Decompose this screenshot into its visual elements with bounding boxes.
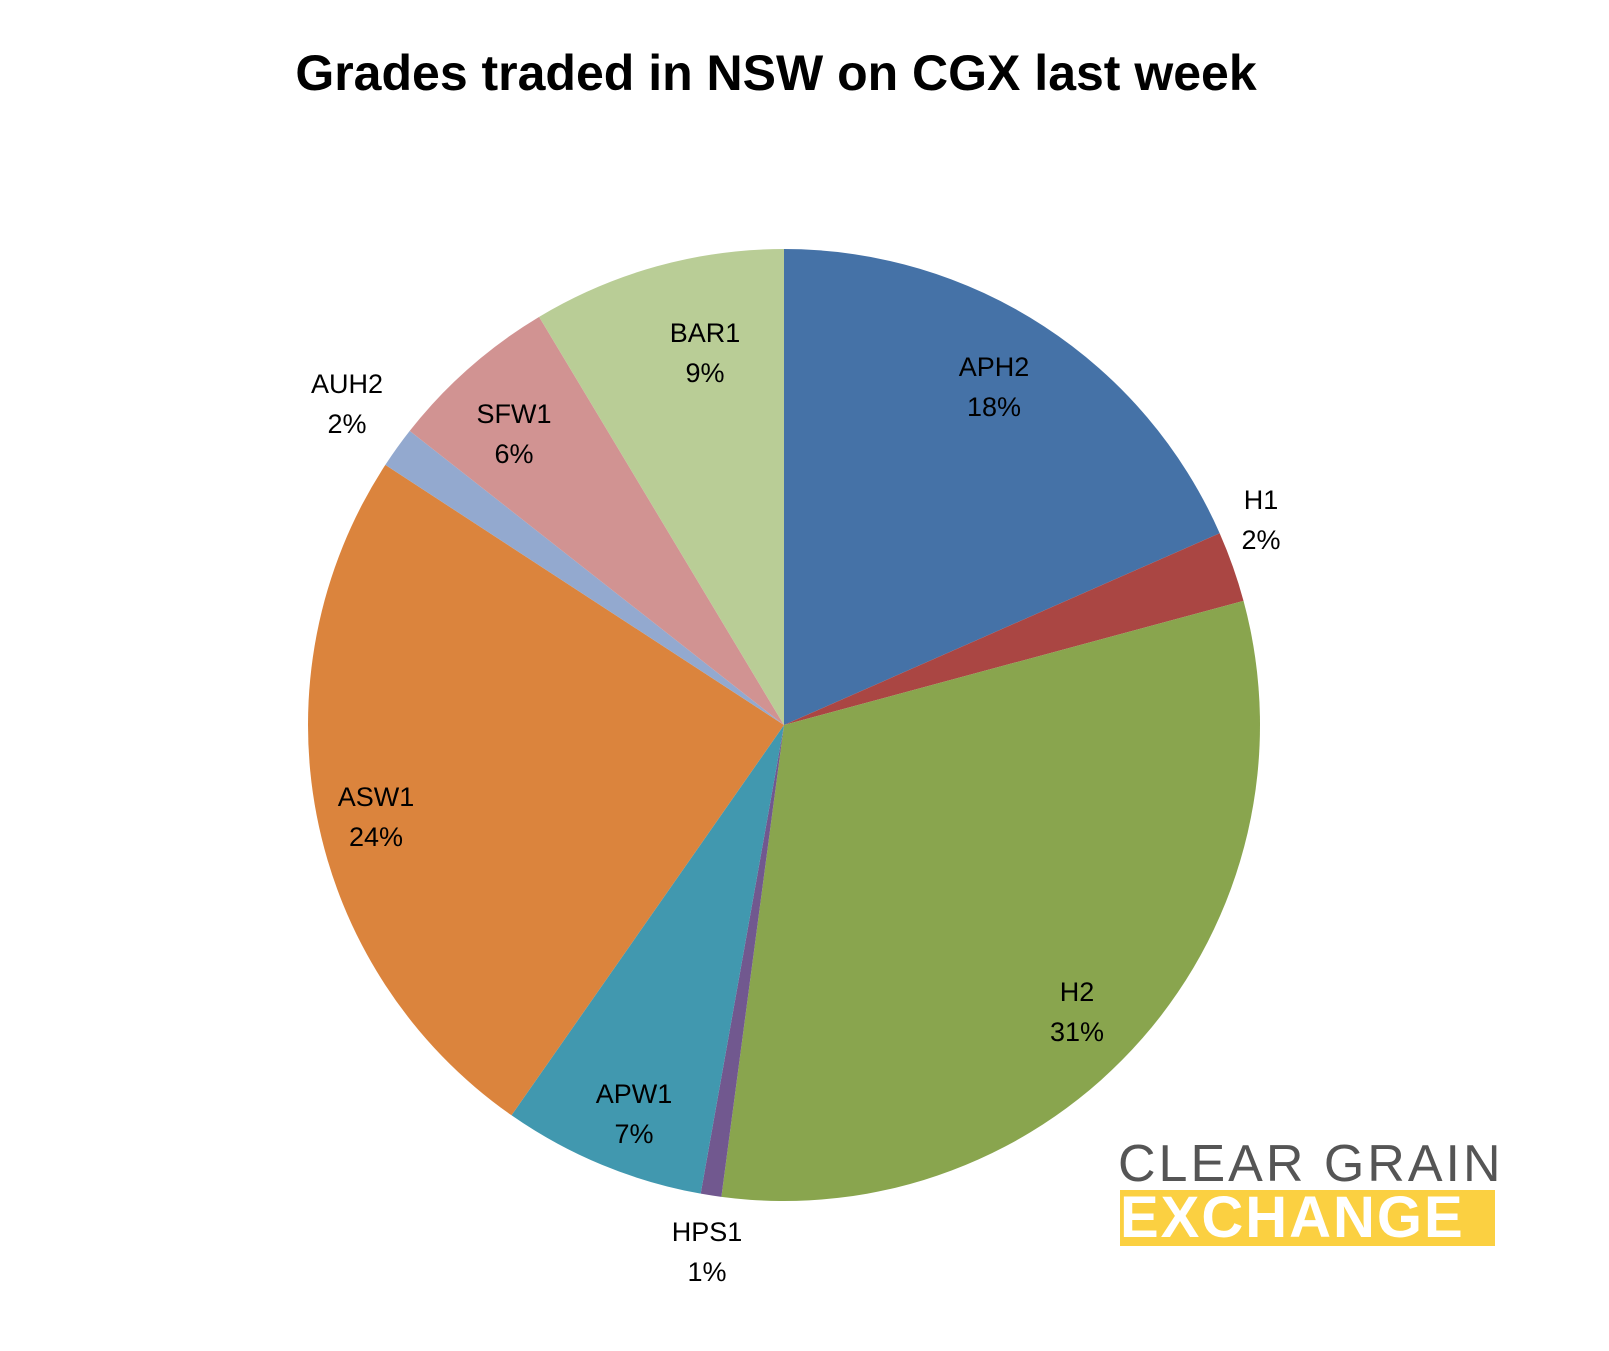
data-label-auh2: AUH2 2% [311, 369, 383, 439]
pie-slice-bar1 [539, 249, 784, 725]
data-label-apw1: APW1 7% [596, 1079, 673, 1149]
data-label-bar1: BAR1 9% [670, 318, 741, 388]
data-label-h2: H2 31% [1050, 977, 1104, 1047]
data-label-asw1: ASW1 24% [338, 782, 415, 852]
data-label-sfw1: SFW1 6% [476, 399, 551, 469]
data-label-hps1: HPS1 1% [672, 1217, 743, 1287]
chart-title: Grades traded in NSW on CGX last week [295, 45, 1257, 101]
pie-slice-asw1 [307, 464, 784, 1116]
pie-slice-h2 [721, 600, 1260, 1201]
logo-line2: EXCHANGE [1120, 1190, 1495, 1246]
pie-slice-sfw1 [409, 316, 784, 725]
pie-slice-aph2 [784, 249, 1220, 725]
pie-slice-apw1 [511, 725, 784, 1194]
data-label-h1: H1 2% [1241, 485, 1280, 555]
logo-line1: CLEAR GRAIN [1118, 1135, 1504, 1193]
pie-slice-h1 [784, 533, 1244, 725]
pie-slice-auh2 [385, 430, 784, 725]
data-label-aph2: APH2 18% [959, 352, 1030, 422]
pie-slice-hps1 [700, 725, 784, 1197]
